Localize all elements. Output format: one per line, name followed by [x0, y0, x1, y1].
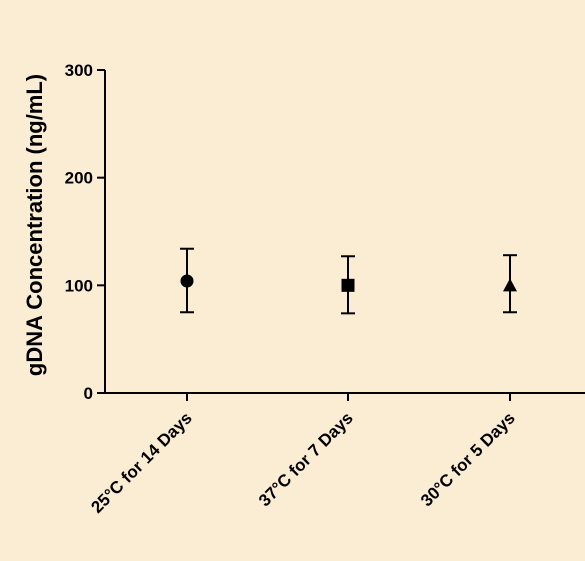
data-points	[180, 247, 517, 315]
y-tick-label: 300	[65, 61, 93, 80]
y-tick-label: 100	[65, 276, 93, 295]
x-tick-label: 25°C for 14 Days	[87, 408, 195, 516]
y-tick-label: 200	[65, 169, 93, 188]
square-marker	[341, 278, 355, 292]
x-ticks: 25°C for 14 Days 37°C for 7 Days 30°C for …	[87, 393, 519, 517]
x-tick-label: 30°C for 5 Days	[417, 408, 519, 510]
circle-marker	[180, 274, 194, 288]
y-tick-label: 0	[84, 384, 93, 403]
y-axis-label: gDNA Concentration (ng/mL)	[22, 74, 47, 376]
data-point-1	[180, 247, 194, 314]
data-point-3	[503, 254, 517, 314]
data-point-2	[341, 255, 355, 315]
triangle-marker	[503, 278, 517, 292]
y-ticks: 0 100 200 300	[65, 61, 105, 403]
x-tick-label: 37°C for 7 Days	[255, 408, 357, 510]
